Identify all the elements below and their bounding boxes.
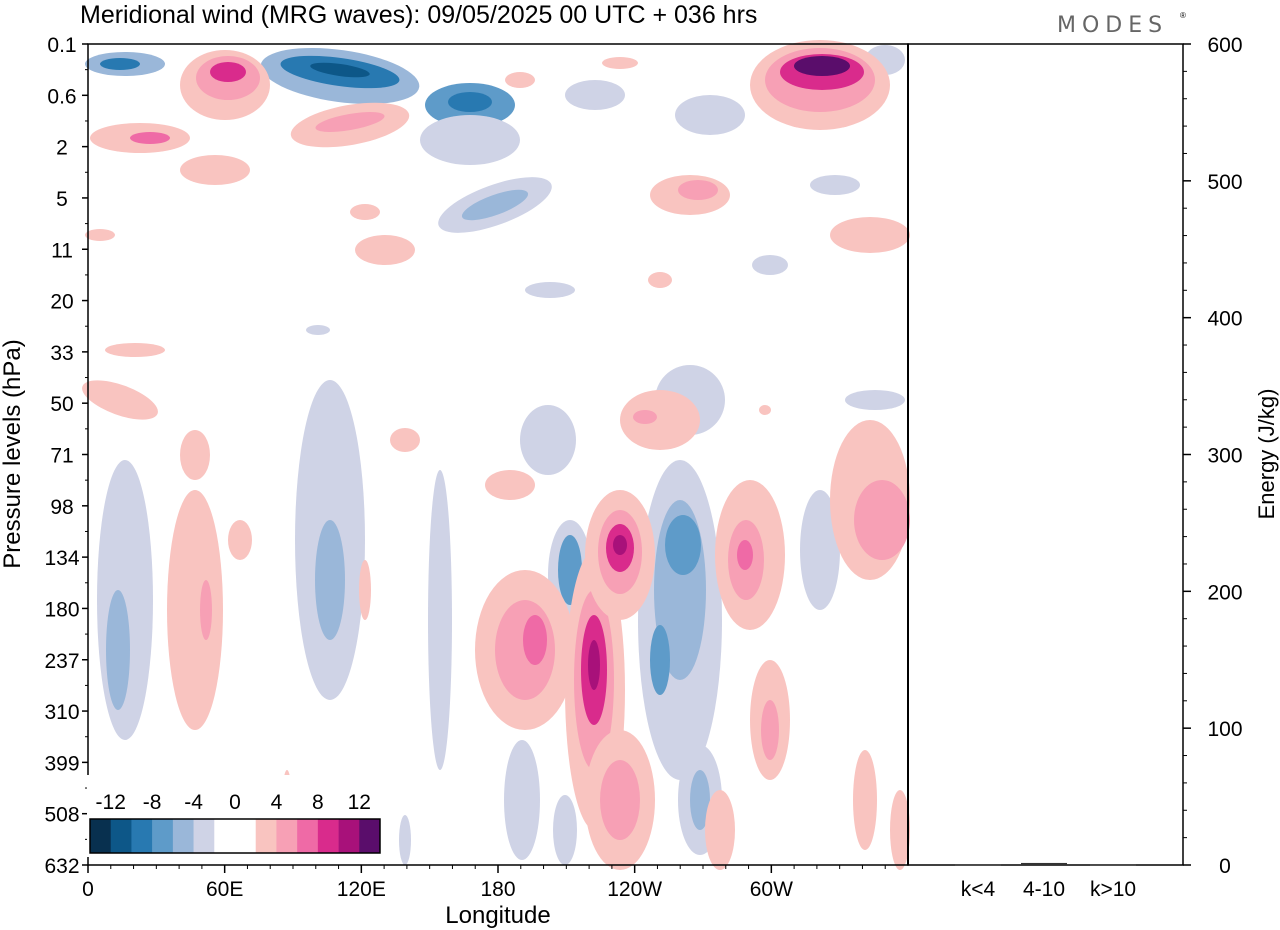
energy-tick-label: 200	[1207, 581, 1242, 604]
x-tick-label: 60E	[206, 878, 243, 901]
y-tick-label: 180	[44, 598, 79, 621]
y-tick-label: 0.6	[47, 85, 76, 108]
energy-tick-label: 500	[1207, 171, 1242, 194]
pressure-axis: 0.1 0.6 2 5 11 20 33 50 71 98 134 180 237 310 399 508 63…	[44, 34, 88, 878]
colorbar-label: 4	[271, 791, 283, 814]
energy-tick-label: 100	[1207, 718, 1242, 741]
energy-tick-label: 0	[1219, 855, 1231, 878]
y-tick-label: 11	[51, 239, 73, 262]
colorbar-swatch	[193, 819, 215, 853]
colorbar-label: 0	[229, 791, 241, 814]
colorbar: -12 -8 -4 0 4 8 12	[87, 775, 383, 857]
x-tick-label: 180	[480, 878, 515, 901]
colorbar-swatch	[214, 819, 236, 853]
longitude-axis: 0 60E 120E 180 120W 60W	[82, 865, 886, 901]
y-tick-label: 71	[50, 445, 73, 468]
energy-category-label: k>10	[1090, 878, 1136, 901]
energy-tick-label: 300	[1207, 445, 1242, 468]
colorbar-label: 12	[348, 791, 371, 814]
colorbar-swatch	[255, 819, 277, 853]
y-tick-label: 237	[44, 650, 79, 673]
colorbar-swatch	[317, 819, 339, 853]
brand-registered-mark: ®	[1180, 11, 1186, 20]
y-tick-label: 399	[44, 752, 79, 775]
colorbar-label: -12	[96, 791, 126, 814]
colorbar-label: -8	[143, 791, 162, 814]
wind-contour-field	[82, 40, 910, 870]
colorbar-swatch	[131, 819, 153, 853]
x-tick-label: 120W	[607, 878, 662, 901]
y-tick-label: 98	[50, 496, 73, 519]
y-tick-label: 20	[50, 291, 73, 314]
colorbar-swatch	[359, 819, 381, 853]
colorbar-frame	[89, 818, 381, 854]
colorbar-label: -4	[184, 791, 203, 814]
y-tick-label: 0.1	[47, 34, 76, 57]
y-tick-label: 50	[50, 393, 73, 416]
energy-category-label: k<4	[961, 878, 996, 901]
y-tick-label: 33	[50, 342, 73, 365]
colorbar-swatch	[90, 819, 112, 853]
colorbar-swatch	[276, 819, 298, 853]
colorbar-swatch	[172, 819, 194, 853]
x-tick-label: 120E	[337, 878, 386, 901]
y-tick-label: 310	[44, 701, 79, 724]
energy-tick-label: 600	[1207, 34, 1242, 57]
y-tick-label: 134	[44, 547, 79, 570]
energy-bar	[1090, 864, 1136, 866]
colorbar-swatch	[110, 819, 132, 853]
y-tick-label: 2	[56, 137, 68, 160]
energy-category-label: 4-10	[1023, 878, 1065, 901]
colorbar-swatch	[152, 819, 174, 853]
chart-title: Meridional wind (MRG waves): 09/05/2025 …	[80, 1, 757, 29]
y-tick-label: 632	[44, 855, 79, 878]
x-axis-label: Longitude	[445, 902, 550, 929]
y-axis-label: Pressure levels (hPa)	[0, 339, 26, 568]
energy-axis: 0 100 200 300 400 500 600	[1183, 34, 1243, 878]
y2-axis-label: Energy (J/kg)	[1254, 389, 1279, 520]
y-tick-label: 5	[56, 188, 68, 211]
y-tick-label: 508	[44, 804, 79, 827]
energy-bar	[1021, 862, 1067, 865]
energy-bar	[955, 864, 1001, 866]
colorbar-swatch	[235, 819, 257, 853]
x-tick-label: 0	[82, 878, 94, 901]
x-tick-label: 60W	[750, 878, 793, 901]
colorbar-label: 8	[312, 791, 324, 814]
brand-logo: MODES	[1057, 13, 1168, 38]
colorbar-swatch	[338, 819, 360, 853]
energy-panel-frame	[907, 43, 1184, 866]
colorbar-swatch	[297, 819, 319, 853]
energy-tick-label: 400	[1207, 308, 1242, 331]
energy-bars: k<4 4-10 k>10	[955, 862, 1136, 901]
